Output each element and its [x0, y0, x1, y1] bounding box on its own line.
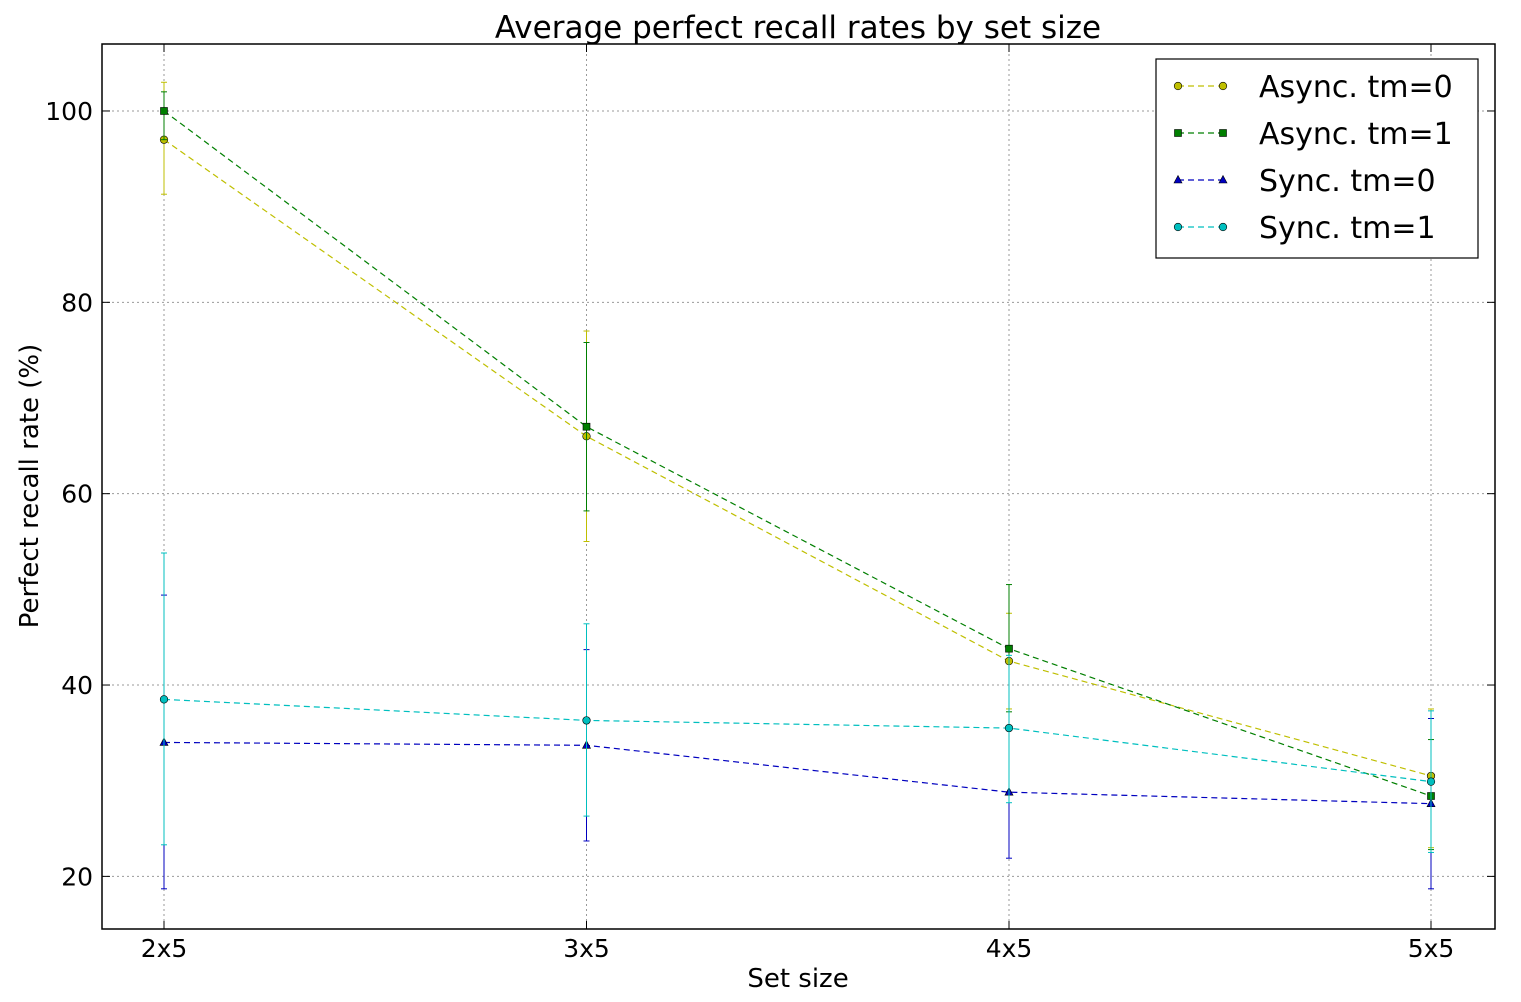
- legend-label: Async. tm=1: [1259, 117, 1453, 152]
- legend-marker-left: [1173, 174, 1183, 184]
- y-axis-label: Perfect recall rate (%): [15, 344, 45, 628]
- plot-area-frame: [101, 43, 1496, 930]
- legend-marker-left: [1173, 81, 1183, 91]
- legend-box: [1155, 58, 1479, 259]
- series-line: [163, 741, 1432, 805]
- legend-marker-left: [1173, 222, 1183, 232]
- x-axis-label: Set size: [747, 964, 848, 994]
- legend-marker-left: [1174, 129, 1182, 137]
- data-point: [1004, 723, 1014, 733]
- legend-item-3: Sync. tm=0: [1173, 164, 1436, 199]
- legend-label: Async. tm=0: [1259, 70, 1453, 105]
- legend-item-2: Async. tm=1: [1174, 117, 1453, 152]
- y-tick-label: 60: [61, 480, 93, 509]
- legend-label: Sync. tm=1: [1259, 211, 1436, 246]
- chart-title: Average perfect recall rates by set size: [495, 10, 1101, 46]
- series-line: [163, 139, 1432, 777]
- legend-marker-right: [1218, 222, 1228, 232]
- data-point: [582, 422, 591, 431]
- series-line: [163, 110, 1432, 797]
- y-tick-label: 40: [61, 671, 93, 700]
- legend-item-4: Sync. tm=1: [1173, 211, 1436, 246]
- data-point: [160, 107, 168, 115]
- data-point: [1426, 777, 1436, 786]
- series-4: [159, 552, 1436, 853]
- legend-marker-right: [1219, 129, 1227, 137]
- series-line: [163, 698, 1432, 783]
- x-tick-label: 3x5: [563, 934, 610, 963]
- legend-item-1: Async. tm=0: [1173, 70, 1453, 105]
- legend: Async. tm=0 Async. tm=1 Sync. tm=0 Sync. tm…: [1155, 58, 1479, 259]
- y-tick-label: 80: [61, 288, 93, 317]
- y-tick-label: 20: [61, 862, 93, 891]
- series-layer: [159, 81, 1436, 890]
- x-tick-label: 4x5: [986, 934, 1033, 963]
- legend-marker-right: [1218, 81, 1228, 91]
- x-tick-label: 2x5: [141, 934, 188, 963]
- y-tick-label: 100: [45, 97, 93, 126]
- data-point: [1005, 644, 1013, 653]
- legend-label: Sync. tm=0: [1259, 164, 1436, 199]
- axis-ticks: 20 40 60 80 100 2x5 3x5 4x5 5x5: [45, 44, 1495, 963]
- legend-marker-right: [1218, 174, 1228, 184]
- data-point: [582, 716, 591, 725]
- data-point: [159, 695, 169, 704]
- series-3: [159, 594, 1436, 890]
- x-tick-label: 5x5: [1408, 934, 1455, 963]
